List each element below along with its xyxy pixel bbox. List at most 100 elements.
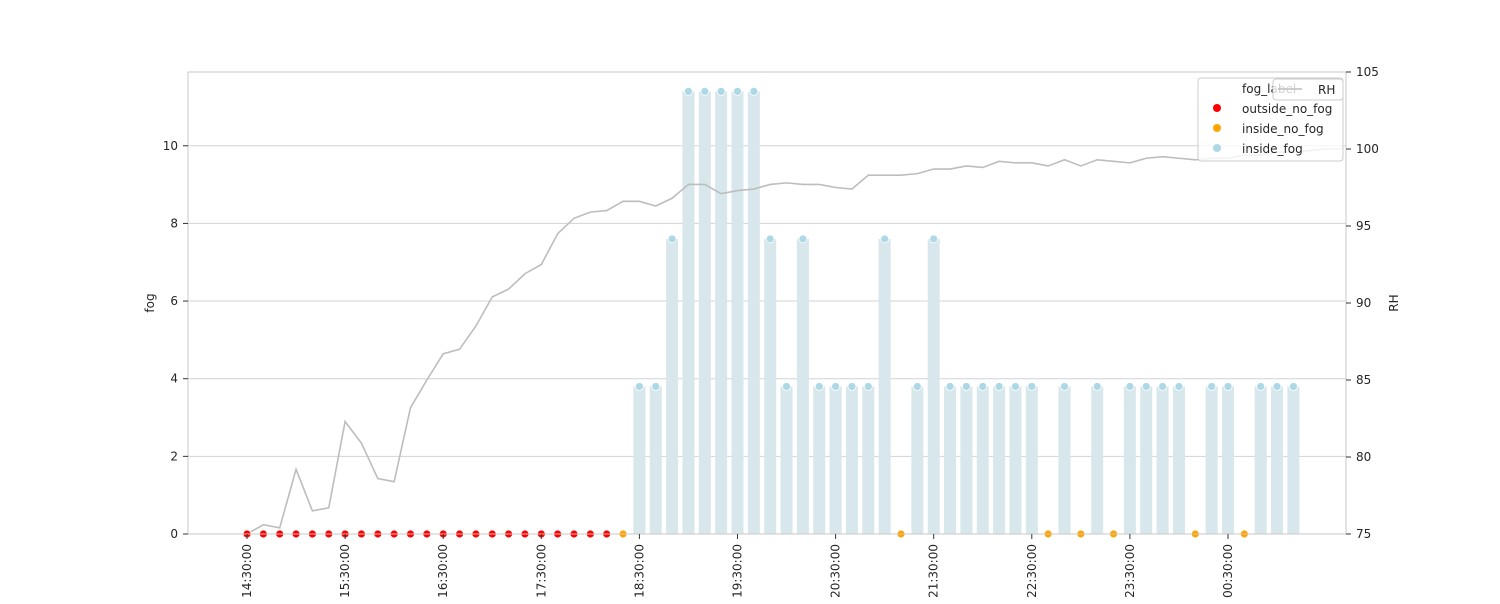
x-tick-label: 14:30:00	[240, 544, 254, 598]
fog-bar	[878, 238, 891, 535]
axes: 0 2 4 6 8 10 75 80 85 90 95 100 105 14:30:00 15:30:00 1…	[163, 65, 1379, 598]
fog-bar	[1271, 386, 1284, 534]
fog-bar	[780, 386, 793, 534]
legend-marker-inside-fog	[1213, 144, 1221, 152]
fog-bars	[633, 91, 1300, 535]
fog-point-inside-fog	[651, 382, 661, 391]
fog-point-inside-fog	[1141, 382, 1151, 391]
fog-point-inside-fog	[912, 382, 922, 391]
fog-point-inside-fog	[945, 382, 955, 391]
x-tick-label: 17:30:00	[534, 544, 548, 598]
fog-point-inside-fog	[847, 382, 857, 391]
fog-point-inside-fog	[962, 382, 971, 391]
y2-tick-label: 90	[1356, 296, 1371, 310]
fog-point-inside-fog	[978, 382, 988, 391]
fog-bar	[682, 91, 695, 534]
rh-legend-label: RH	[1318, 83, 1335, 97]
fog-point-inside-fog	[635, 382, 644, 391]
rh-line-layer	[246, 148, 1343, 535]
fog-bar	[1156, 386, 1169, 534]
fog-bar	[829, 386, 842, 534]
fog-bar	[1091, 386, 1104, 534]
fog-point-inside-fog	[765, 234, 775, 244]
fog-bar	[976, 386, 989, 534]
fog-bar	[633, 386, 646, 534]
fog-point-inside-fog	[1060, 382, 1069, 391]
fog-point-inside-fog	[716, 87, 726, 96]
y2-tick-label: 105	[1356, 65, 1379, 79]
y2-tick-label: 80	[1356, 450, 1371, 464]
legend-marker-outside-no-fog	[1213, 104, 1221, 112]
fog-point-inside-fog	[814, 382, 824, 391]
y2-tick-label: 85	[1356, 373, 1371, 387]
legend-label-inside-fog: inside_fog	[1242, 142, 1303, 156]
x-tick-label: 22:30:00	[1025, 544, 1039, 598]
y-tick-label: 8	[170, 216, 178, 230]
legend-marker-inside-no-fog	[1213, 124, 1221, 132]
fog-bar	[862, 386, 875, 534]
fog-point-inside-fog	[1256, 382, 1266, 391]
fog-bar	[927, 238, 940, 535]
fog-bar	[813, 386, 826, 534]
fog-bar	[715, 91, 728, 534]
fog-point-inside-fog	[1272, 382, 1282, 391]
fog-point-inside-fog	[667, 234, 677, 244]
fog-bar	[1025, 386, 1038, 534]
fog-bar	[1140, 386, 1153, 534]
fog-bar	[1123, 386, 1136, 534]
fog-point-inside-fog	[798, 234, 808, 244]
fog-point-inside-fog	[1027, 382, 1037, 391]
fog-point-inside-fog	[684, 87, 693, 96]
fog-bar	[1287, 386, 1300, 534]
rh-legend-box	[1272, 78, 1344, 101]
fog-bar	[698, 91, 711, 534]
y-tick-label: 6	[170, 294, 178, 308]
fog-point-inside-fog	[929, 234, 939, 244]
rh-line	[246, 148, 1343, 535]
fog-point-inside-fog	[1125, 382, 1135, 391]
legend-label-inside-no-fog: inside_no_fog	[1242, 122, 1324, 136]
y-tick-label: 0	[170, 527, 178, 541]
x-tick-label: 16:30:00	[436, 544, 450, 598]
fog-point-inside-fog	[749, 87, 759, 96]
fog-point-inside-fog	[1174, 382, 1184, 391]
y-axis-label-rh: RH	[1387, 294, 1401, 311]
fog-point-inside-fog	[700, 87, 710, 96]
fog-bar	[666, 238, 679, 535]
fog-point-inside-fog	[1011, 382, 1020, 391]
y2-tick-label: 100	[1356, 142, 1379, 156]
y2-tick-label: 75	[1356, 527, 1371, 541]
legend-label-outside-no-fog: outside_no_fog	[1242, 102, 1332, 116]
fog-bar	[1254, 386, 1267, 534]
fog-bar	[731, 91, 744, 534]
x-tick-label: 21:30:00	[927, 544, 941, 598]
x-tick-label: 00:30:00	[1221, 544, 1235, 598]
fog-bar	[747, 91, 760, 534]
x-tick-label: 15:30:00	[338, 544, 352, 598]
fog-bar	[993, 386, 1006, 534]
fog-bar	[911, 386, 924, 534]
fog-bar	[1058, 386, 1071, 534]
x-tick-label: 20:30:00	[829, 544, 843, 598]
fog-bar	[1205, 386, 1218, 534]
fog-point-inside-fog	[831, 382, 840, 391]
x-tick-label: 23:30:00	[1123, 544, 1137, 598]
fog-point-inside-fog	[782, 382, 791, 391]
fog-bar	[796, 238, 809, 535]
y-tick-label: 10	[163, 139, 178, 153]
fog-bar	[960, 386, 973, 534]
fog-bar	[1172, 386, 1185, 534]
fog-point-inside-fog	[880, 234, 890, 244]
x-tick-label: 18:30:00	[632, 544, 646, 598]
fog-point-inside-fog	[1092, 382, 1102, 391]
fog-point-inside-fog	[863, 382, 873, 391]
y-axis-label-fog: fog	[143, 293, 157, 312]
legend: fog_label outside_no_fog inside_no_fog i…	[1197, 77, 1344, 162]
fog-point-inside-fog	[1158, 382, 1167, 391]
fog-bar	[845, 386, 858, 534]
fog-point-inside-fog	[733, 87, 742, 96]
fog-point-inside-fog	[1223, 382, 1233, 391]
fog-bar	[764, 238, 777, 535]
